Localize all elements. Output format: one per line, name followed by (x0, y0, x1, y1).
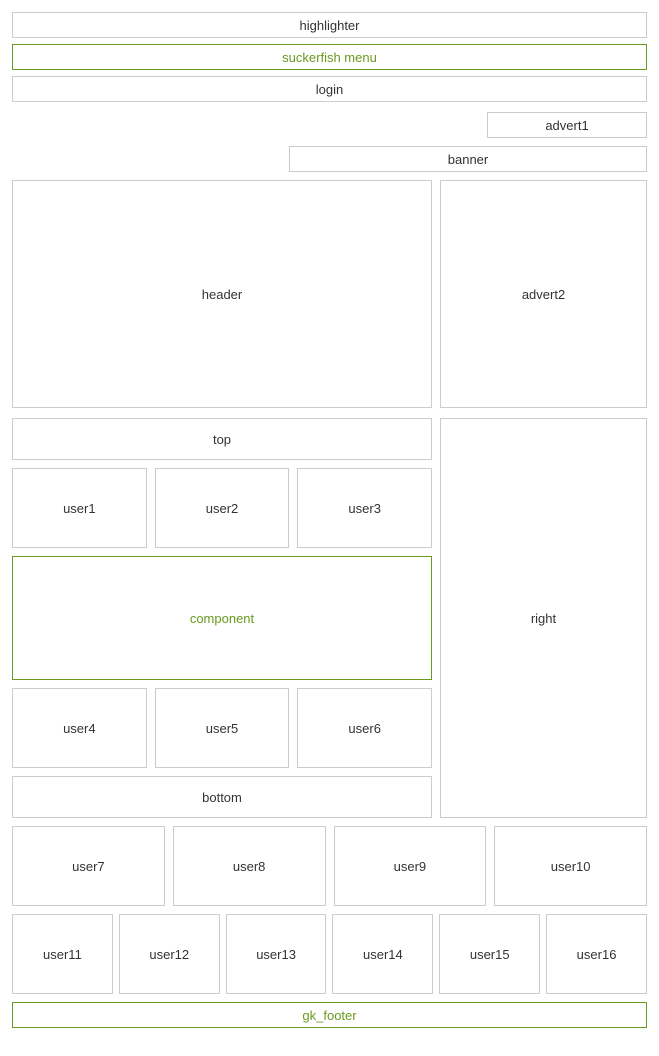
left-column: top user1 user2 user3 component user4 us… (12, 418, 432, 818)
position-header: header (12, 180, 432, 408)
position-user6: user6 (297, 688, 432, 768)
position-user16: user16 (546, 914, 647, 994)
position-advert1: advert1 (487, 112, 647, 138)
position-user3: user3 (297, 468, 432, 548)
position-right: right (440, 418, 647, 818)
position-login: login (12, 76, 647, 102)
middle-row: top user1 user2 user3 component user4 us… (12, 418, 647, 818)
position-user5: user5 (155, 688, 290, 768)
position-banner: banner (289, 146, 647, 172)
position-user8: user8 (173, 826, 326, 906)
position-user4: user4 (12, 688, 147, 768)
position-user2: user2 (155, 468, 290, 548)
position-user13: user13 (226, 914, 327, 994)
position-user9: user9 (334, 826, 487, 906)
position-suckerfish-menu: suckerfish menu (12, 44, 647, 70)
position-bottom: bottom (12, 776, 432, 818)
position-user14: user14 (332, 914, 433, 994)
position-user10: user10 (494, 826, 647, 906)
position-user7: user7 (12, 826, 165, 906)
position-component: component (12, 556, 432, 680)
position-user1: user1 (12, 468, 147, 548)
position-top: top (12, 418, 432, 460)
position-gk-footer: gk_footer (12, 1002, 647, 1028)
position-advert2: advert2 (440, 180, 647, 408)
position-user11: user11 (12, 914, 113, 994)
position-user12: user12 (119, 914, 220, 994)
position-user15: user15 (439, 914, 540, 994)
position-highlighter: highlighter (12, 12, 647, 38)
